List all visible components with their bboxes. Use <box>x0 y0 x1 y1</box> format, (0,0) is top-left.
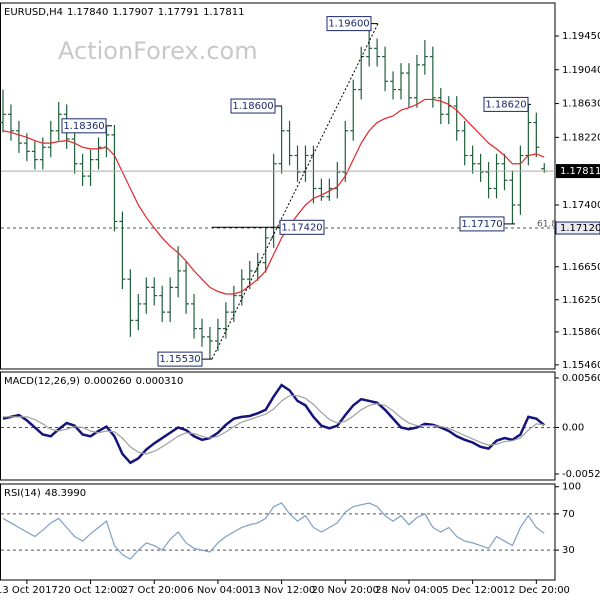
panel-frame <box>0 483 556 581</box>
panel-info: 0.000310 <box>136 376 184 387</box>
x-tick-label: 27 Oct 20:00 <box>122 585 187 596</box>
x-tick-label: 13 Nov 12:00 <box>248 585 315 596</box>
annotation-label: 1.19600 <box>328 19 369 30</box>
series-line <box>2 502 545 560</box>
series-line <box>2 383 546 465</box>
x-tick-label: 12 Dec 20:00 <box>503 585 570 596</box>
panel-header: EURUSD,H4 1.17840 1.17907 1.17791 1.17811 <box>4 7 244 18</box>
annotation-label: 1.18620 <box>485 99 526 110</box>
annotation-box <box>279 219 325 235</box>
annotation-label: 1.18600 <box>232 101 273 112</box>
x-tick-label: 5 Dec 12:00 <box>442 585 503 596</box>
panel-title: MACD(12,26,9) <box>4 376 80 387</box>
x-tick-label: 20 Nov 20:00 <box>312 585 379 596</box>
y-tick-label: 1.15860 <box>562 327 600 338</box>
y-tick-label: 1.19450 <box>562 31 600 42</box>
fib-diagonal <box>211 23 379 360</box>
panel-info: 1.17791 <box>158 7 199 18</box>
current-price-box <box>556 164 600 179</box>
watermark: ActionForex.com <box>58 37 258 65</box>
panel-frame <box>0 2 556 370</box>
series-line <box>3 395 545 455</box>
annotation-label: 1.17170 <box>461 219 502 230</box>
panel-title: EURUSD,H4 <box>4 7 63 18</box>
y-tick-label: 30 <box>562 545 575 556</box>
y-tick-label: 1.18220 <box>562 132 600 143</box>
panel-info: 1.17811 <box>203 7 244 18</box>
current-price-label: 1.17811 <box>560 166 600 177</box>
y-tick-label: 1.16250 <box>562 295 600 306</box>
y-tick-label: 70 <box>562 509 575 520</box>
x-tick-label: 28 Nov 04:00 <box>375 585 442 596</box>
y-tick-label: 1.19040 <box>562 65 600 76</box>
panel-info: 0.000260 <box>84 376 132 387</box>
panel-header: MACD(12,26,9) 0.000260 0.000310 <box>4 376 183 387</box>
level-label: 61.8 <box>537 220 557 230</box>
series-line <box>2 98 545 295</box>
annotation-box <box>483 96 529 112</box>
annotation-label: 1.17420 <box>281 222 322 233</box>
annotation-label: 1.18360 <box>63 121 104 132</box>
level-price-label: 1.17120 <box>560 223 600 234</box>
y-tick-label: 100 <box>562 482 581 493</box>
panel-info: 1.17840 <box>67 7 108 18</box>
level-price-box <box>555 221 600 235</box>
annotation-box <box>459 216 505 232</box>
annotation-box <box>61 118 107 134</box>
y-tick-label: 1.18630 <box>562 99 600 110</box>
y-tick-label: 0.005607 <box>562 373 600 384</box>
x-tick-label: 6 Nov 04:00 <box>187 585 248 596</box>
annotation-label: 1.15530 <box>159 354 200 365</box>
annotation-box <box>326 16 372 32</box>
x-tick-label: 13 Oct 2017 <box>0 585 58 596</box>
panel-title: RSI(14) <box>4 488 41 499</box>
panel-frame <box>0 371 556 481</box>
panel-header: RSI(14) 48.3990 <box>4 488 86 499</box>
y-tick-label: 1.16650 <box>562 262 600 273</box>
panel-info: 48.3990 <box>45 488 86 499</box>
y-tick-label: -0.005267 <box>562 469 600 480</box>
annotation-box <box>157 351 203 367</box>
annotation-box <box>230 98 276 114</box>
y-tick-label: 1.15460 <box>562 360 600 371</box>
y-tick-label: 0.00 <box>562 422 584 433</box>
y-tick-label: 1.17400 <box>562 200 600 211</box>
panel-info: 1.17907 <box>112 7 153 18</box>
x-tick-label: 20 Oct 12:00 <box>58 585 123 596</box>
